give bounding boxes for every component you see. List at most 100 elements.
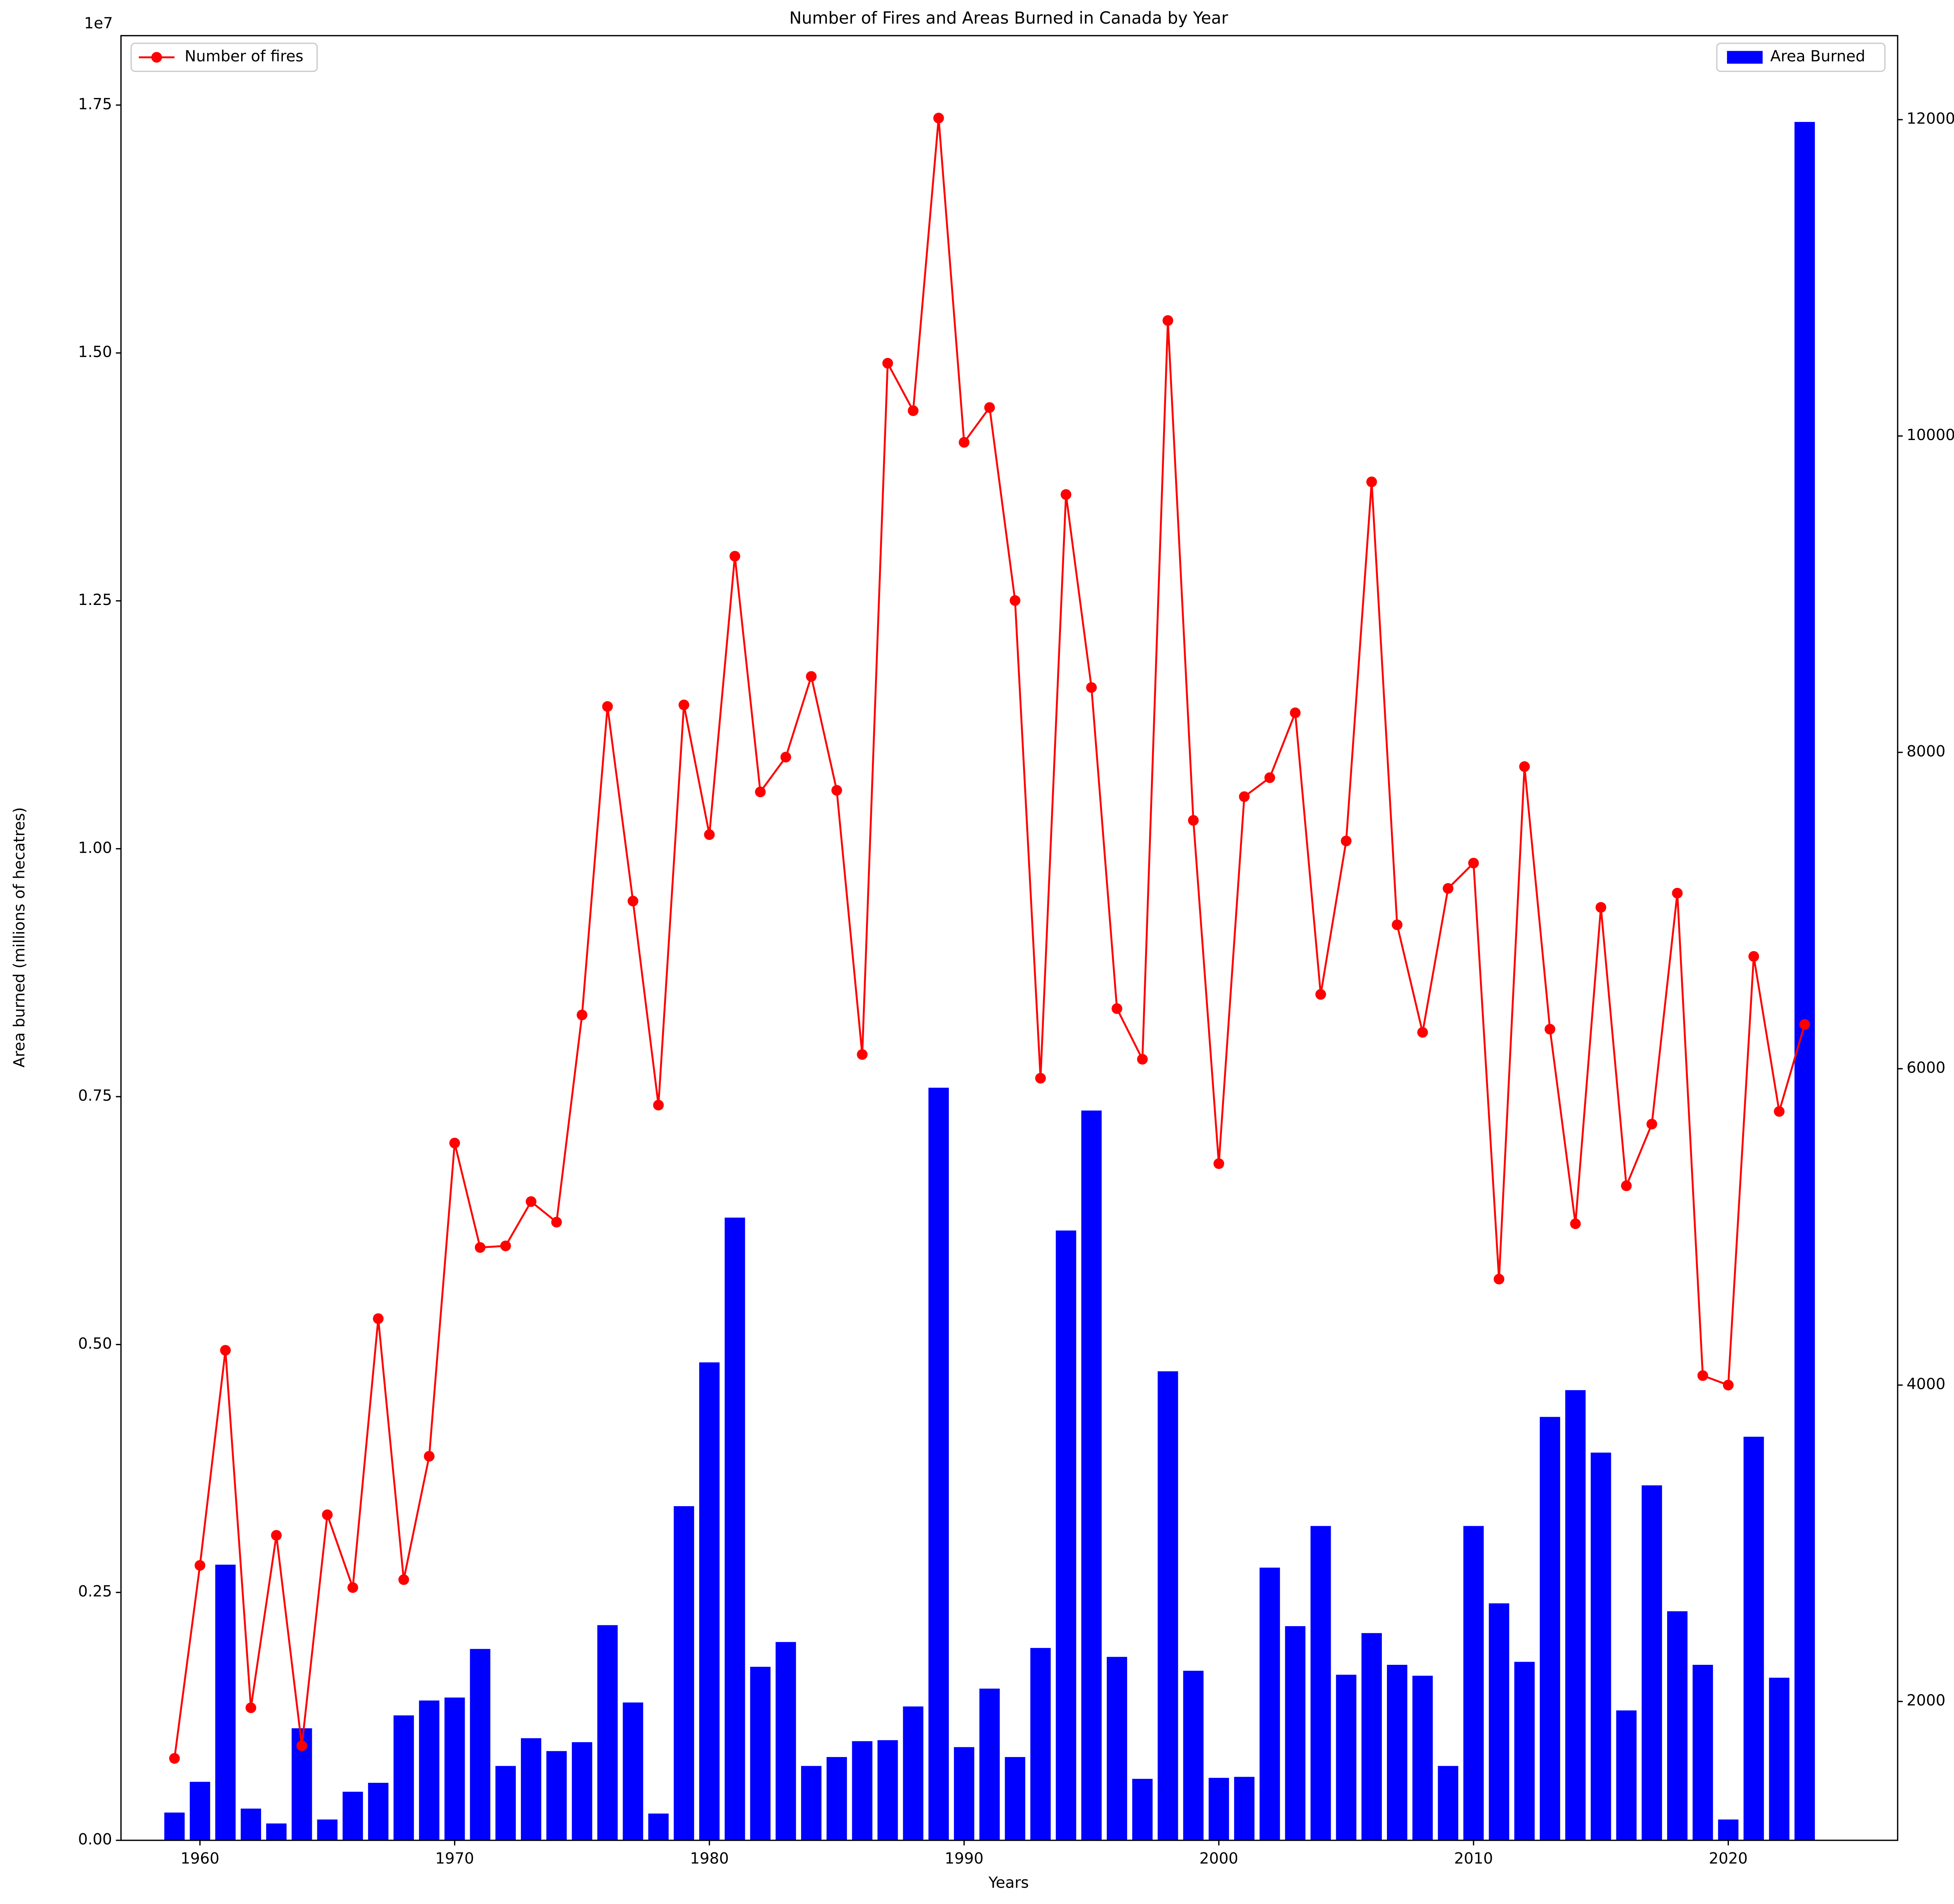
bar bbox=[368, 1782, 388, 1841]
bar bbox=[419, 1700, 440, 1841]
bar bbox=[1769, 1677, 1789, 1841]
marker bbox=[474, 1242, 486, 1253]
marker bbox=[424, 1451, 435, 1462]
x-axis-label: Years bbox=[988, 1874, 1029, 1891]
bar bbox=[801, 1766, 822, 1841]
bar bbox=[1616, 1710, 1637, 1841]
marker bbox=[1366, 476, 1377, 487]
bar bbox=[1387, 1664, 1408, 1841]
bar bbox=[266, 1823, 287, 1841]
marker bbox=[1519, 761, 1530, 772]
marker bbox=[653, 1100, 664, 1111]
legend: Area Burned bbox=[1716, 43, 1886, 72]
marker bbox=[1799, 1019, 1810, 1030]
bar bbox=[1438, 1766, 1458, 1841]
bar bbox=[1158, 1371, 1178, 1841]
bar bbox=[317, 1819, 338, 1841]
bar bbox=[1718, 1819, 1739, 1841]
marker bbox=[1723, 1380, 1734, 1390]
x-tick-label: 1960 bbox=[181, 1850, 220, 1867]
bar bbox=[215, 1564, 236, 1841]
bar bbox=[877, 1740, 898, 1841]
bar bbox=[1489, 1603, 1509, 1841]
bar bbox=[521, 1738, 542, 1841]
y-tick-label: 0.75 bbox=[78, 1087, 112, 1105]
legend-label: Number of fires bbox=[185, 48, 304, 65]
marker bbox=[628, 895, 639, 907]
marker bbox=[882, 358, 893, 369]
bar bbox=[470, 1649, 490, 1841]
y-tick-label: 1.25 bbox=[78, 591, 112, 609]
marker bbox=[1264, 772, 1275, 783]
marker bbox=[1239, 791, 1250, 802]
marker bbox=[1188, 815, 1199, 826]
bar bbox=[1234, 1777, 1255, 1841]
marker bbox=[1570, 1218, 1581, 1229]
marker bbox=[373, 1313, 384, 1324]
bar bbox=[597, 1625, 618, 1841]
bar bbox=[903, 1706, 923, 1841]
marker bbox=[1009, 595, 1021, 606]
y-tick-label: 0.00 bbox=[78, 1831, 112, 1849]
y-tick-label: 1.00 bbox=[78, 839, 112, 857]
marker bbox=[1672, 888, 1683, 899]
bar bbox=[1591, 1452, 1611, 1841]
marker bbox=[1468, 857, 1479, 869]
bar bbox=[827, 1757, 847, 1841]
legend-marker bbox=[151, 52, 162, 63]
marker bbox=[500, 1240, 511, 1251]
bar bbox=[394, 1715, 414, 1841]
y2-tick-label: 2000 bbox=[1907, 1692, 1946, 1709]
bar bbox=[852, 1741, 873, 1841]
y2-tick-label: 12000 bbox=[1907, 110, 1954, 128]
marker bbox=[602, 701, 613, 712]
marker bbox=[1315, 989, 1326, 1000]
marker bbox=[398, 1574, 409, 1585]
marker bbox=[806, 671, 817, 682]
bar bbox=[164, 1813, 185, 1841]
marker bbox=[907, 405, 919, 416]
bar bbox=[1463, 1526, 1484, 1841]
bar bbox=[1693, 1664, 1713, 1841]
bar bbox=[1667, 1611, 1688, 1841]
bar bbox=[1056, 1230, 1076, 1841]
marker bbox=[551, 1217, 562, 1228]
marker bbox=[1111, 1003, 1122, 1014]
marker bbox=[1290, 707, 1301, 718]
marker bbox=[704, 829, 715, 840]
x-tick-label: 1970 bbox=[435, 1850, 474, 1867]
bar bbox=[623, 1702, 643, 1841]
bar bbox=[725, 1217, 745, 1841]
bar bbox=[648, 1813, 669, 1841]
bar bbox=[1743, 1437, 1764, 1841]
bar bbox=[673, 1506, 694, 1841]
x-tick-label: 2000 bbox=[1199, 1850, 1238, 1867]
bar bbox=[190, 1782, 210, 1841]
y2-tick-label: 4000 bbox=[1907, 1376, 1946, 1393]
legend-swatch bbox=[1727, 51, 1763, 64]
y-tick-label: 1.50 bbox=[78, 344, 112, 361]
marker bbox=[449, 1138, 460, 1149]
marker bbox=[1137, 1054, 1148, 1065]
marker bbox=[857, 1049, 868, 1060]
marker bbox=[194, 1560, 206, 1571]
bar bbox=[979, 1688, 1000, 1841]
bar bbox=[572, 1742, 592, 1841]
bar bbox=[1361, 1633, 1382, 1841]
y2-tick-label: 10000 bbox=[1907, 426, 1954, 444]
bar bbox=[1285, 1626, 1306, 1841]
marker bbox=[678, 700, 689, 710]
bar bbox=[1641, 1485, 1662, 1841]
legend-box bbox=[131, 43, 318, 72]
bar bbox=[546, 1751, 567, 1841]
bar bbox=[240, 1808, 261, 1841]
bar bbox=[750, 1667, 771, 1841]
bar bbox=[342, 1791, 363, 1841]
marker bbox=[1035, 1073, 1046, 1084]
bar bbox=[1540, 1417, 1560, 1841]
x-tick-label: 1990 bbox=[945, 1850, 984, 1867]
marker bbox=[245, 1702, 256, 1713]
chart-title: Number of Fires and Areas Burned in Cana… bbox=[789, 8, 1228, 27]
bar bbox=[928, 1088, 949, 1841]
